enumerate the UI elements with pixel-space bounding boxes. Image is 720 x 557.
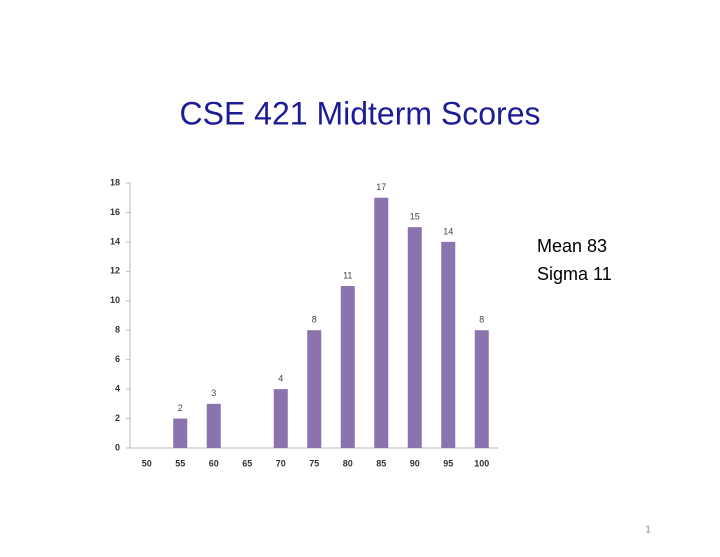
y-tick-label: 12 (110, 266, 120, 276)
data-label: 8 (479, 315, 484, 325)
data-label: 8 (312, 315, 317, 325)
data-label: 2 (178, 403, 183, 413)
bar (206, 403, 221, 448)
y-tick-label: 16 (110, 207, 120, 217)
bar (340, 286, 355, 448)
data-label: 14 (443, 226, 453, 236)
bar (273, 389, 288, 448)
bar (474, 330, 489, 448)
data-label: 4 (278, 373, 283, 383)
y-tick-label: 2 (115, 413, 120, 423)
data-label: 3 (211, 388, 216, 398)
x-tick-label: 60 (209, 458, 219, 468)
x-tick-label: 100 (474, 458, 489, 468)
y-tick-label: 18 (110, 177, 120, 187)
slide-title: CSE 421 Midterm Scores (179, 95, 540, 131)
y-tick-label: 10 (110, 295, 120, 305)
annotation: Mean 83 (537, 236, 607, 256)
x-tick-label: 50 (142, 458, 152, 468)
bar (441, 241, 456, 448)
data-label: 15 (410, 212, 420, 222)
bar (173, 418, 188, 448)
x-tick-label: 55 (175, 458, 185, 468)
x-tick-label: 85 (376, 458, 386, 468)
bar (374, 197, 389, 448)
y-tick-label: 8 (115, 325, 120, 335)
bar (307, 330, 322, 448)
x-tick-label: 65 (242, 458, 252, 468)
x-tick-label: 70 (276, 458, 286, 468)
data-label: 11 (343, 270, 352, 280)
y-tick-label: 14 (110, 236, 120, 246)
y-tick-label: 0 (115, 442, 120, 452)
x-tick-label: 80 (343, 458, 353, 468)
y-tick-label: 6 (115, 354, 120, 364)
x-tick-label: 95 (443, 458, 453, 468)
x-tick-label: 75 (309, 458, 319, 468)
bar (407, 227, 422, 448)
slide-number: 1 (645, 525, 651, 536)
annotation: Sigma 11 (537, 264, 612, 284)
y-tick-label: 4 (115, 383, 120, 393)
x-tick-label: 90 (410, 458, 420, 468)
data-label: 17 (376, 182, 386, 192)
